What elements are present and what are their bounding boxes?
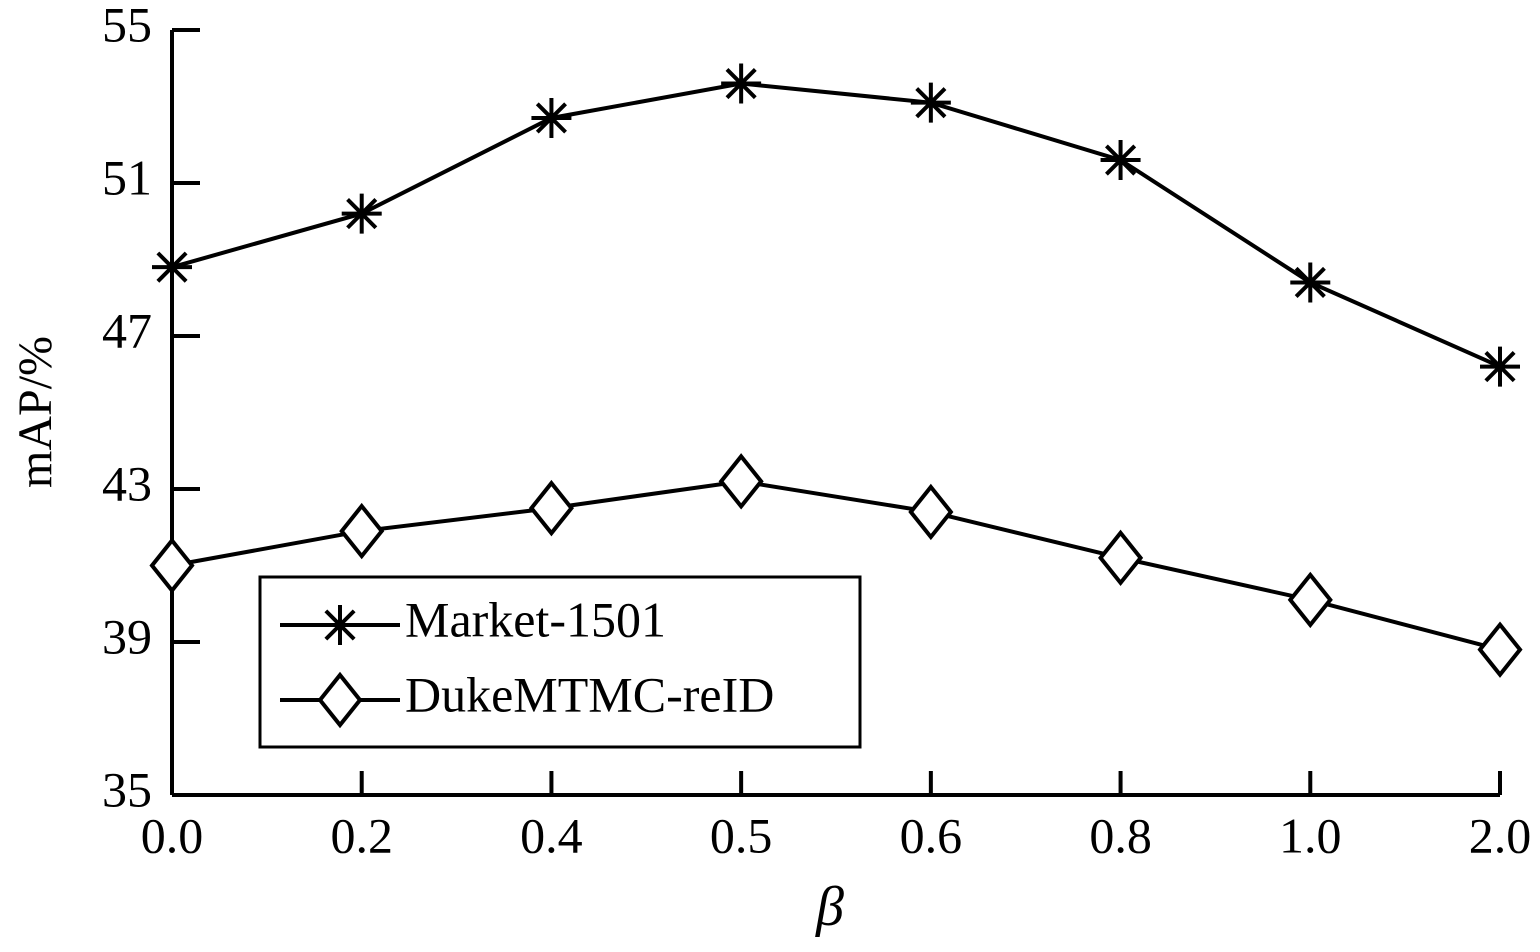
data-point bbox=[718, 453, 764, 510]
legend-box bbox=[258, 575, 862, 749]
x-axis-label: β bbox=[815, 876, 844, 938]
y-axis-label: mAP/% bbox=[9, 336, 62, 488]
x-tick-label: 0.4 bbox=[520, 807, 583, 863]
series-line bbox=[171, 479, 1501, 652]
data-point bbox=[910, 82, 951, 123]
legend-label: DukeMTMC-reID bbox=[405, 666, 774, 722]
series-line bbox=[171, 81, 1501, 369]
legend-marker bbox=[320, 605, 360, 645]
x-tick-label: 0.8 bbox=[1089, 807, 1152, 863]
data-point bbox=[1477, 621, 1523, 678]
legend-label: Market-1501 bbox=[405, 591, 666, 647]
legend-marker bbox=[317, 671, 363, 729]
data-point bbox=[1290, 262, 1331, 303]
x-tick-label: 1.0 bbox=[1279, 807, 1342, 863]
data-point bbox=[1287, 571, 1333, 629]
data-point bbox=[152, 247, 192, 288]
x-tick-label: 0.5 bbox=[710, 807, 773, 863]
data-point bbox=[1100, 140, 1141, 181]
data-point bbox=[531, 97, 572, 138]
data-point bbox=[339, 502, 385, 560]
y-tick-label: 55 bbox=[102, 0, 152, 52]
data-point bbox=[908, 483, 954, 541]
x-tick-label: 0.6 bbox=[900, 807, 963, 863]
data-point bbox=[528, 479, 574, 537]
data-point bbox=[341, 193, 382, 234]
x-tick-label: 0.0 bbox=[141, 807, 204, 863]
y-tick-label: 43 bbox=[102, 455, 152, 511]
y-tick-label: 51 bbox=[102, 149, 152, 205]
data-point bbox=[149, 537, 195, 594]
x-tick-label: 0.2 bbox=[330, 807, 393, 863]
y-tick-label: 47 bbox=[102, 302, 152, 358]
y-tick-label: 35 bbox=[102, 761, 152, 817]
y-tick-label: 39 bbox=[102, 608, 152, 664]
x-tick-label: 2.0 bbox=[1469, 807, 1532, 863]
data-point bbox=[1098, 529, 1144, 587]
data-point bbox=[721, 63, 762, 104]
data-point bbox=[1480, 346, 1520, 387]
